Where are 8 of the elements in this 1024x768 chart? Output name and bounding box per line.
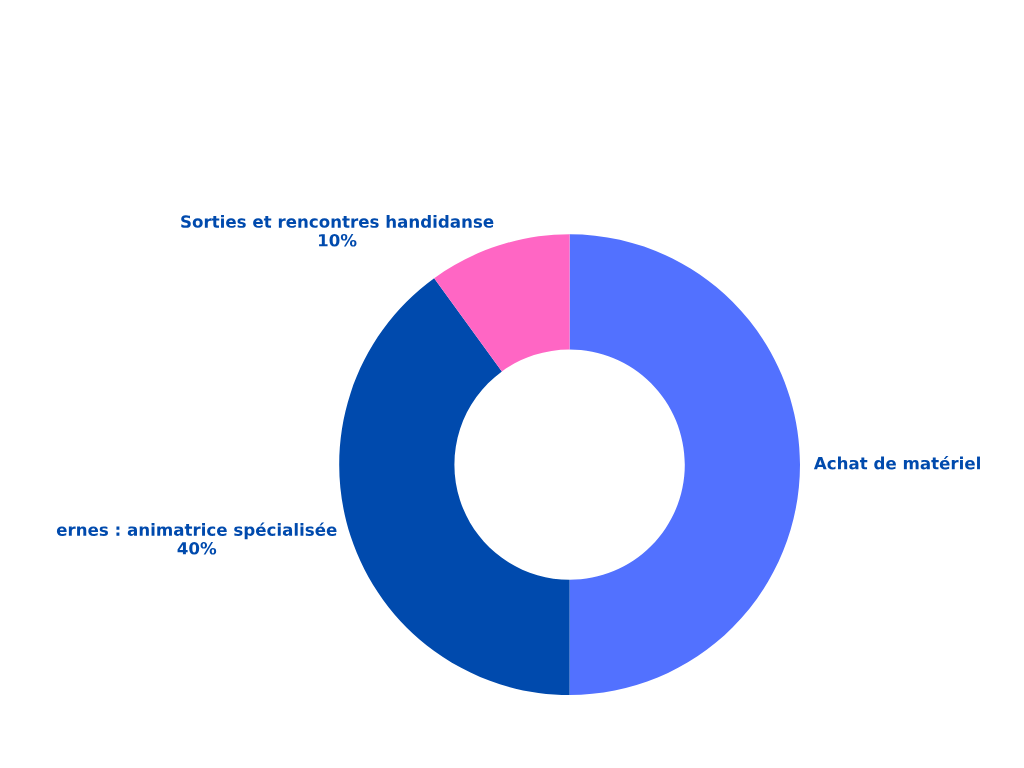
slice-label: ernes : animatrice spécialisée [56, 522, 337, 540]
donut-slice [434, 234, 570, 372]
donut-slice [569, 234, 800, 696]
slice-label: Sorties et rencontres handidanse [181, 214, 494, 228]
data-label: 10% [319, 233, 357, 247]
slice-label: Achat de matériel [813, 455, 980, 470]
data-label: 40% [177, 542, 217, 555]
donut-slice [339, 278, 570, 696]
